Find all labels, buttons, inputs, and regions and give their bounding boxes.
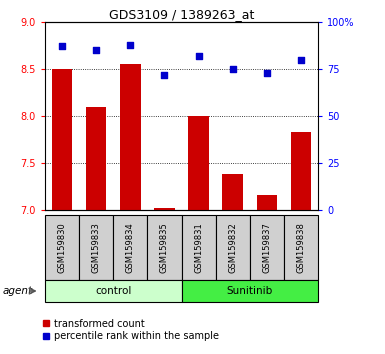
Text: GSM159834: GSM159834	[126, 222, 135, 273]
Point	[59, 44, 65, 49]
Text: GSM159832: GSM159832	[228, 222, 237, 273]
Text: GSM159838: GSM159838	[296, 222, 305, 273]
Bar	[188, 116, 209, 210]
Bar	[291, 132, 311, 210]
Point	[196, 53, 202, 59]
Legend: transformed count, percentile rank within the sample: transformed count, percentile rank withi…	[42, 319, 219, 342]
Text: GSM159830: GSM159830	[58, 222, 67, 273]
Bar	[147, 215, 181, 280]
Bar	[52, 69, 72, 210]
Bar	[181, 280, 318, 302]
Bar	[120, 64, 141, 210]
Bar	[45, 215, 79, 280]
Bar	[223, 174, 243, 210]
Text: GSM159831: GSM159831	[194, 222, 203, 273]
Point	[298, 57, 304, 62]
Text: Sunitinib: Sunitinib	[227, 286, 273, 296]
Text: GSM159837: GSM159837	[262, 222, 271, 273]
Bar	[181, 215, 216, 280]
Bar	[154, 208, 175, 210]
Text: agent: agent	[2, 286, 32, 296]
Bar	[86, 107, 106, 210]
Point	[93, 47, 99, 53]
Text: GSM159835: GSM159835	[160, 222, 169, 273]
Text: control: control	[95, 286, 131, 296]
Bar	[256, 195, 277, 210]
Text: GSM159833: GSM159833	[92, 222, 101, 273]
Bar	[45, 280, 181, 302]
Bar	[216, 215, 250, 280]
Point	[264, 70, 270, 76]
Point	[161, 72, 167, 78]
Bar	[250, 215, 284, 280]
Title: GDS3109 / 1389263_at: GDS3109 / 1389263_at	[109, 8, 254, 21]
Bar	[79, 215, 113, 280]
Bar	[113, 215, 147, 280]
Point	[229, 66, 236, 72]
Bar	[284, 215, 318, 280]
Point	[127, 42, 133, 47]
